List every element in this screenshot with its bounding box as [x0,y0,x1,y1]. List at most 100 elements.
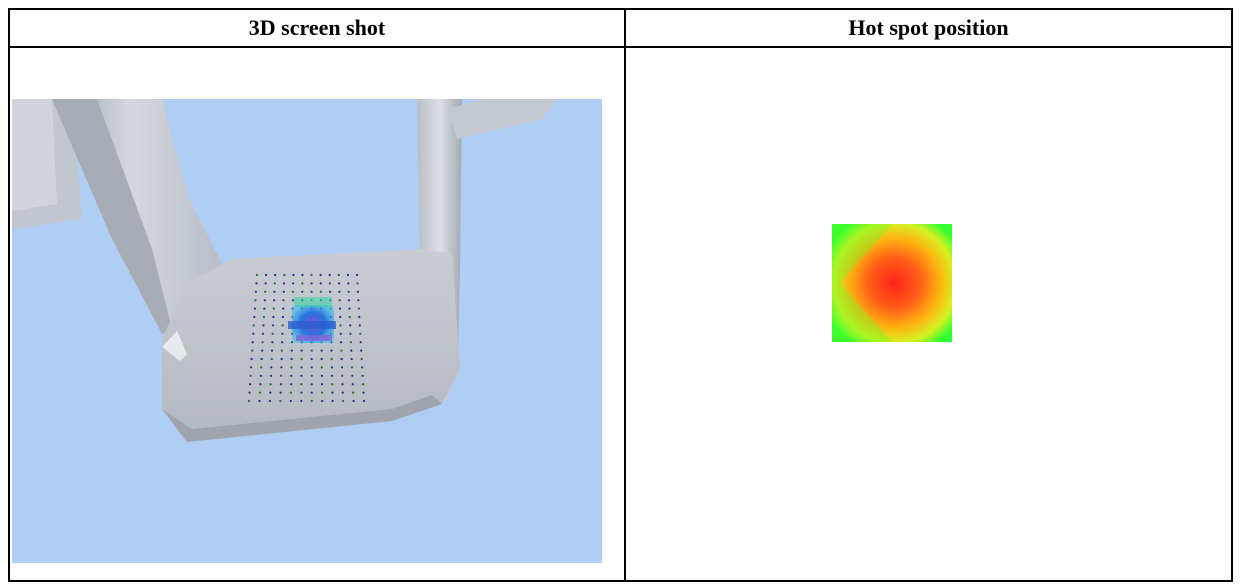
probe-dot [310,357,313,361]
probe-dot [253,307,256,310]
probe-dot [249,374,252,377]
probe-dot [341,374,344,377]
probe-dot [328,282,331,285]
probe-dot [338,290,341,293]
probe-dot [340,366,344,369]
probe-dot [357,307,360,310]
probe-dot [292,273,295,277]
probe-dot [310,349,313,352]
probe-dot [360,349,363,352]
probe-dot [338,282,341,285]
probe-dot [280,357,283,361]
probe-dot [338,299,341,302]
probe-dot [251,341,254,344]
probe-dot [255,273,259,277]
probe-dot [283,273,286,277]
probe-dot [254,299,257,302]
probe-dot [361,366,364,369]
probe-dot [292,282,295,285]
probe-dot [338,307,342,310]
probe-dot [310,383,313,386]
probe-dot [252,324,255,327]
probe-dot [260,366,263,369]
probe-dot [247,399,251,403]
probe-dot [328,273,331,277]
probe-dot [348,307,351,310]
probe-dot [361,374,364,377]
probe-dot [281,315,285,319]
probe-dot [352,391,355,394]
probe-dot [273,282,276,285]
probe-dot [273,299,276,302]
header-3d-screen-shot: 3D screen shot [248,15,386,40]
probe-dot [261,332,265,335]
probe-dot [347,290,350,293]
probe-dot [355,273,359,277]
probe-dot [279,391,282,394]
probe-dot [250,357,253,361]
probe-dot [272,324,275,327]
3d-screenshot-image [12,99,602,563]
probe-dot [362,383,365,386]
probe-dot [279,399,282,403]
probe-dot [253,315,256,319]
probe-dot [300,349,303,352]
probe-dot [340,341,343,344]
probe-dot [262,324,265,327]
probe-dot [301,282,304,285]
probe-dot [350,366,354,369]
probe-dot [362,391,365,394]
probe-dot [264,290,267,293]
probe-dot [269,391,272,394]
probe-dot [290,383,293,386]
probe-dot [301,290,304,293]
probe-dot [358,315,361,319]
probe-dot [290,366,293,369]
probe-dot [259,374,262,377]
probe-dot [265,273,268,277]
column-divider [624,10,626,580]
probe-dot [351,374,354,377]
probe-dot [281,332,284,335]
probe-dot [300,383,303,386]
probe-dot [346,273,349,277]
probe-dot [310,399,313,403]
probe-dot [300,366,303,369]
probe-dot [310,282,313,285]
probe-dot [259,383,262,386]
probe-dot [289,399,292,403]
probe-dot [347,282,350,285]
probe-dot [360,357,363,361]
probe-dot [248,391,251,394]
probe-dot [273,290,276,293]
probe-dot [290,357,293,361]
header-row-divider [10,46,1231,48]
probe-dot [340,349,343,352]
probe-dot [261,341,264,344]
probe-dot [282,299,285,302]
heatmap-svg [832,224,952,342]
probe-dot [337,273,340,277]
probe-dot [310,290,313,293]
probe-dot [281,341,284,344]
right-wing-shape [448,99,557,139]
probe-dot [329,290,332,293]
probe-dot [271,341,274,344]
probe-dot [362,399,366,403]
probe-dot [250,366,253,369]
probe-dot [279,383,282,386]
probe-dot [300,374,303,377]
probe-dot [347,299,351,302]
bottom-plate-shape [162,249,460,442]
probe-dot [280,349,283,352]
probe-dot [301,273,304,277]
probe-dot [268,399,271,403]
probe-dot [300,399,303,403]
probe-dot [280,366,283,369]
probe-dot [310,366,313,369]
probe-dot [310,374,313,377]
probe-dot [320,366,323,369]
probe-dot [251,349,254,352]
probe-dot [290,374,293,377]
probe-dot [352,399,355,403]
